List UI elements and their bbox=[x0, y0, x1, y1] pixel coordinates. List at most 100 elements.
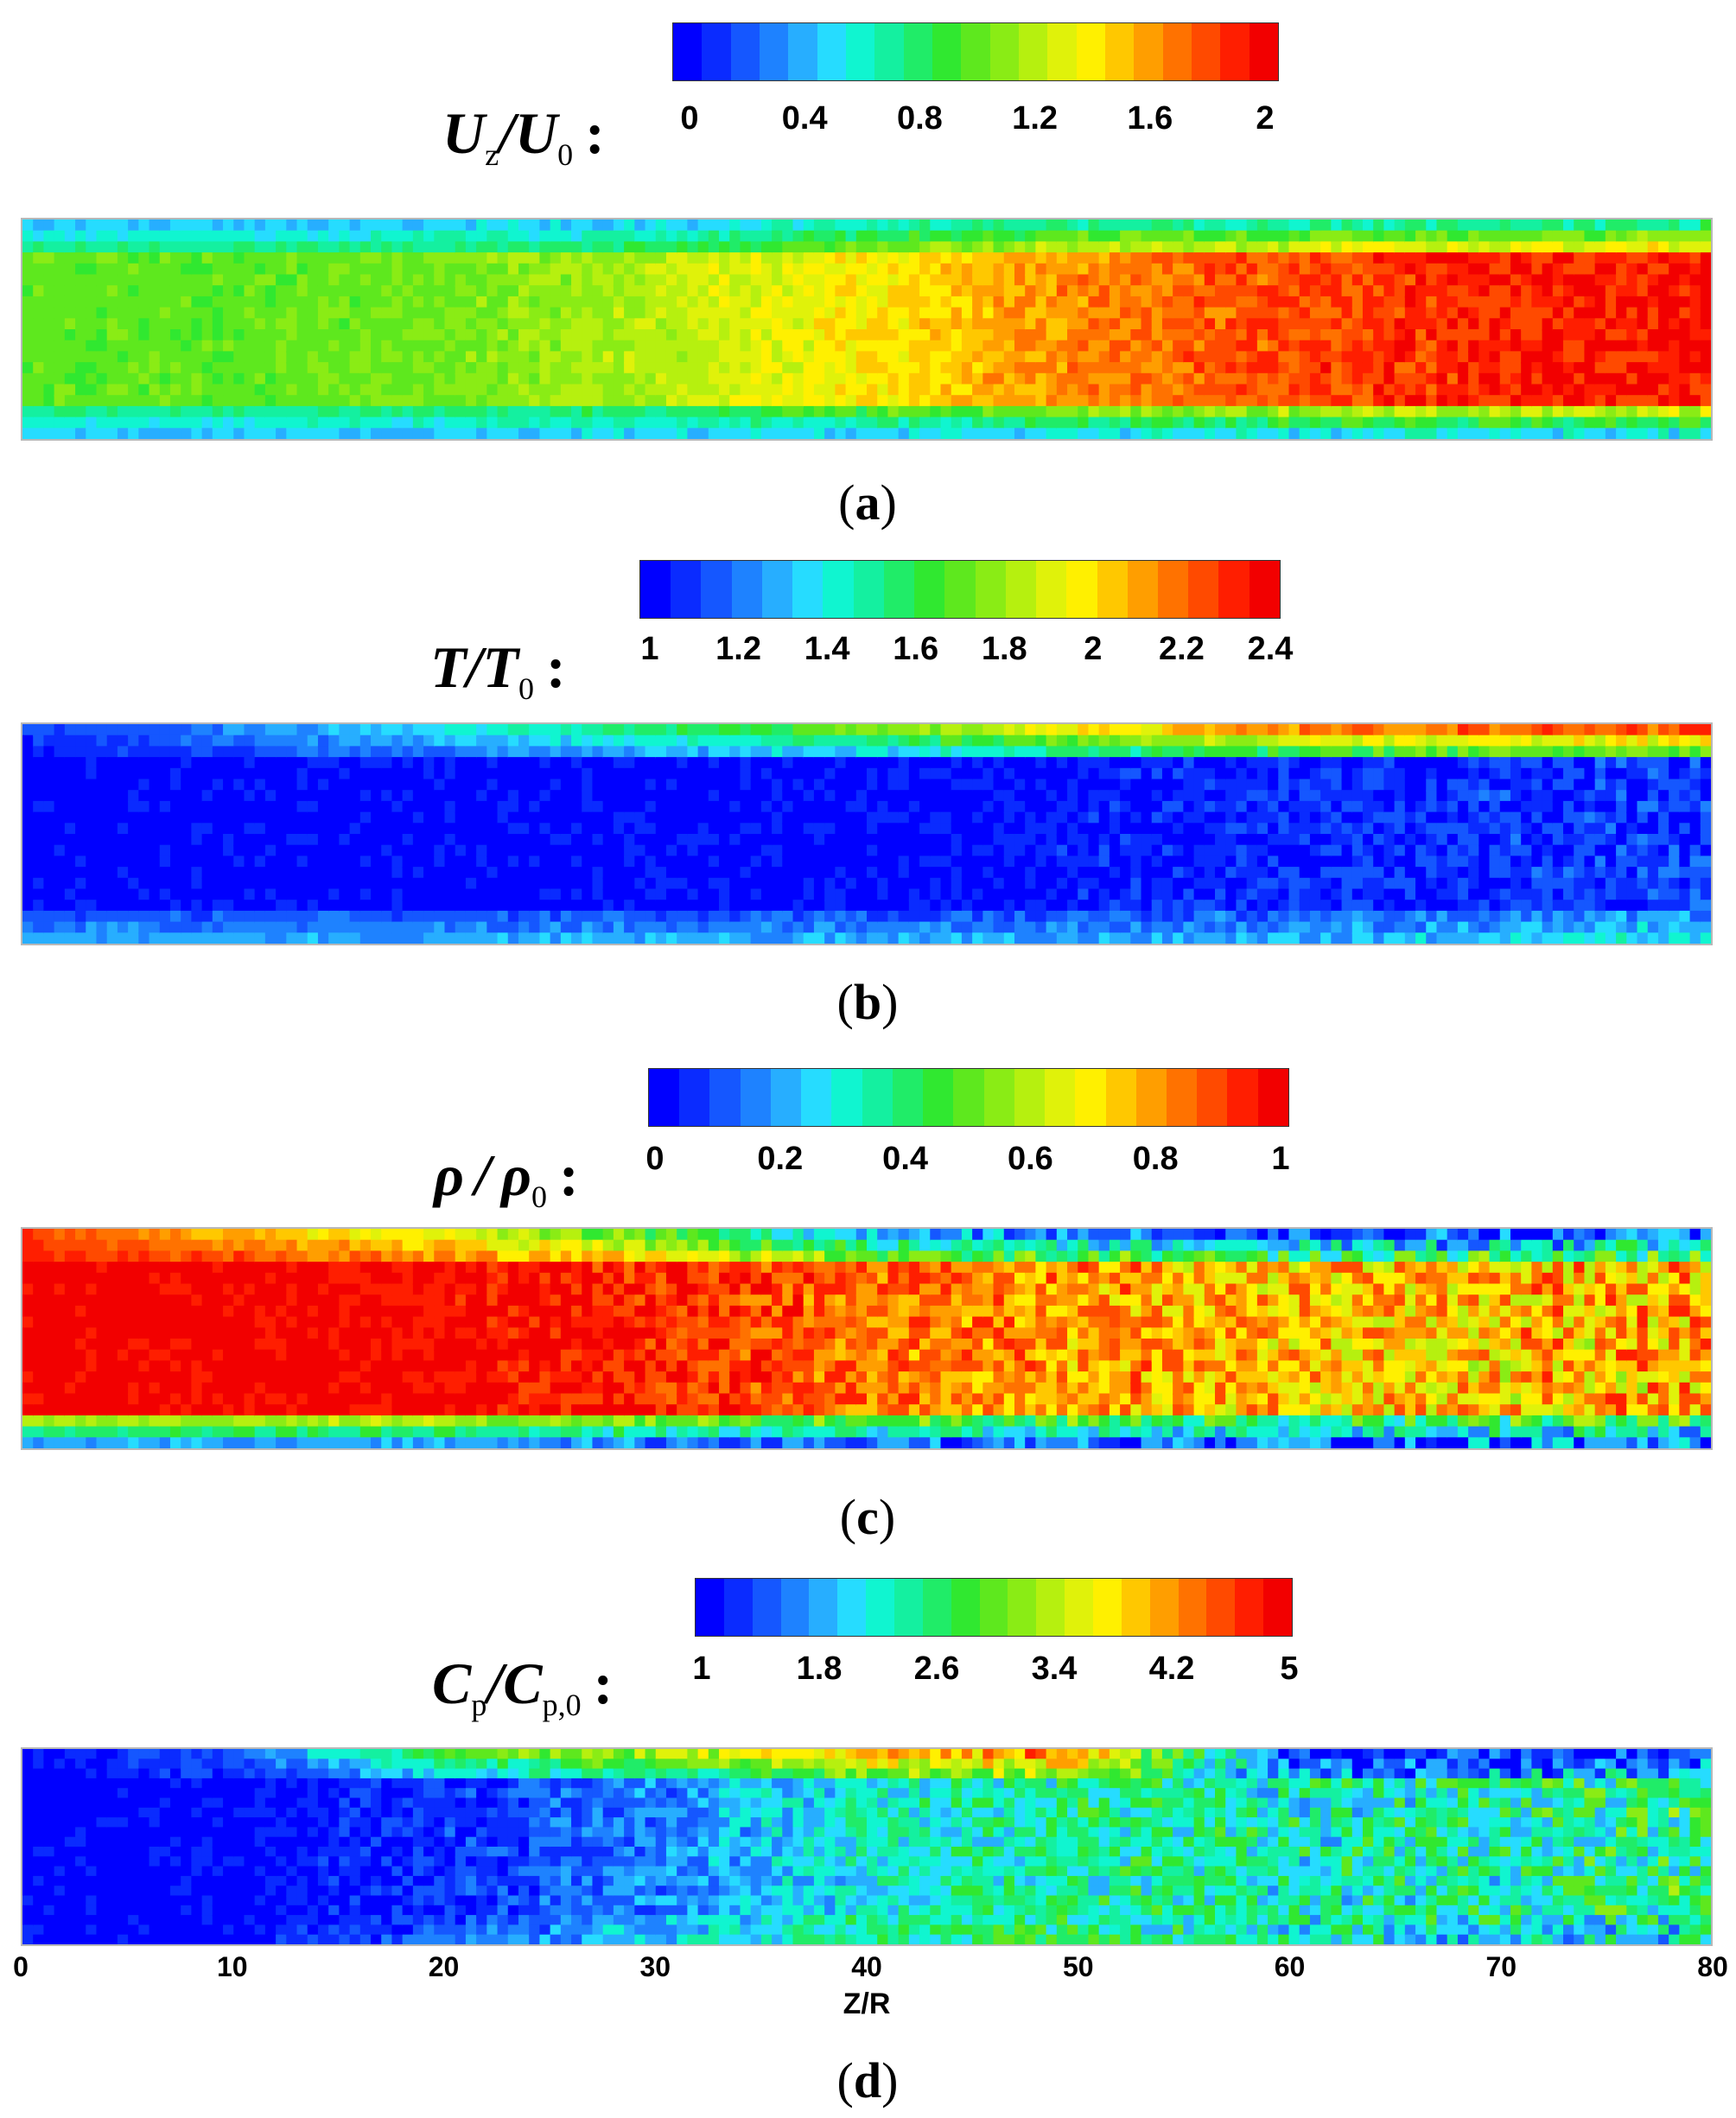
field-cell bbox=[317, 735, 330, 747]
field-cell bbox=[1088, 372, 1101, 386]
field-cell bbox=[729, 932, 741, 944]
field-cell bbox=[1563, 329, 1575, 342]
field-cell bbox=[592, 921, 605, 934]
field-cell bbox=[233, 844, 245, 857]
field-cell bbox=[782, 405, 794, 419]
field-cell bbox=[1204, 384, 1217, 397]
field-cell bbox=[317, 384, 330, 397]
field-cell bbox=[1309, 252, 1322, 265]
field-cell bbox=[233, 252, 245, 265]
field-cell bbox=[486, 724, 499, 737]
field-cell bbox=[244, 417, 257, 429]
field-cell bbox=[444, 867, 457, 880]
field-cell bbox=[54, 307, 67, 320]
field-cell bbox=[33, 428, 45, 439]
field-cell bbox=[582, 395, 594, 408]
field-cell bbox=[518, 900, 531, 913]
field-cell bbox=[1531, 274, 1544, 287]
field-cell bbox=[149, 888, 162, 901]
field-cell bbox=[518, 405, 531, 419]
field-cell bbox=[930, 340, 942, 353]
field-cell bbox=[782, 362, 794, 375]
field-cell bbox=[602, 340, 615, 353]
field-cell bbox=[719, 252, 731, 265]
field-cell bbox=[835, 340, 848, 353]
field-cell bbox=[898, 285, 911, 298]
field-cell bbox=[750, 274, 763, 287]
field-cell bbox=[708, 735, 721, 747]
field-cell bbox=[33, 735, 45, 747]
field-cell bbox=[877, 921, 889, 934]
field-cell bbox=[1246, 230, 1259, 243]
field-cell bbox=[750, 417, 763, 429]
field-cell bbox=[1025, 241, 1037, 254]
field-cell bbox=[760, 263, 773, 277]
field-cell bbox=[740, 724, 753, 737]
field-cell bbox=[518, 274, 531, 287]
field-cell bbox=[1268, 372, 1280, 386]
field-cell bbox=[75, 746, 87, 759]
field-cell bbox=[1025, 307, 1037, 320]
field-cell bbox=[867, 724, 879, 737]
field-cell bbox=[1489, 318, 1502, 331]
field-cell bbox=[1362, 241, 1375, 254]
field-cell bbox=[423, 351, 436, 364]
field-cell bbox=[908, 351, 921, 364]
field-cell bbox=[772, 724, 784, 737]
field-cell bbox=[412, 767, 425, 781]
field-cell bbox=[887, 921, 900, 934]
field-cell bbox=[169, 724, 182, 737]
field-cell bbox=[740, 329, 753, 342]
field-cell bbox=[719, 855, 731, 868]
field-cell bbox=[1637, 428, 1650, 439]
field-cell bbox=[169, 241, 182, 254]
field-cell bbox=[582, 834, 594, 847]
field-cell bbox=[22, 844, 35, 857]
field-cell bbox=[1647, 219, 1660, 232]
field-cell bbox=[402, 428, 415, 439]
field-cell bbox=[1035, 263, 1048, 277]
field-cell bbox=[1499, 219, 1512, 232]
field-cell bbox=[212, 867, 225, 880]
colorbar-a-swatch bbox=[1018, 23, 1048, 80]
field-cell bbox=[1700, 395, 1711, 408]
field-cell bbox=[181, 296, 193, 309]
field-cell bbox=[677, 318, 689, 331]
field-cell bbox=[412, 823, 425, 836]
field-cell bbox=[1605, 285, 1618, 298]
field-cell bbox=[1552, 318, 1565, 331]
field-cell bbox=[1161, 405, 1174, 419]
field-cell bbox=[33, 921, 45, 934]
field-cell bbox=[1056, 405, 1069, 419]
field-cell bbox=[898, 241, 911, 254]
field-cell bbox=[919, 219, 932, 232]
field-cell bbox=[1542, 274, 1555, 287]
field-cell bbox=[1130, 285, 1142, 298]
field-cell bbox=[845, 910, 858, 924]
field-cell bbox=[106, 932, 119, 944]
field-cell bbox=[96, 888, 109, 901]
field-cell bbox=[898, 724, 911, 737]
field-cell bbox=[1679, 372, 1692, 386]
field-cell bbox=[1404, 263, 1417, 277]
field-cell bbox=[1383, 230, 1396, 243]
field-cell bbox=[813, 285, 826, 298]
field-cell bbox=[223, 867, 235, 880]
field-cell bbox=[64, 417, 77, 429]
field-cell bbox=[286, 932, 298, 944]
field-cell bbox=[201, 888, 214, 901]
field-cell bbox=[1193, 384, 1206, 397]
field-cell bbox=[845, 779, 858, 792]
field-cell bbox=[1120, 241, 1132, 254]
field-cell bbox=[75, 263, 87, 277]
field-cell bbox=[465, 351, 478, 364]
field-cell bbox=[930, 241, 942, 254]
field-cell bbox=[1246, 241, 1259, 254]
field-cell bbox=[1436, 405, 1449, 419]
field-cell bbox=[286, 855, 298, 868]
field-cell bbox=[149, 329, 162, 342]
field-cell bbox=[33, 351, 45, 364]
field-cell bbox=[497, 405, 510, 419]
field-cell bbox=[655, 877, 668, 891]
field-cell bbox=[476, 395, 488, 408]
